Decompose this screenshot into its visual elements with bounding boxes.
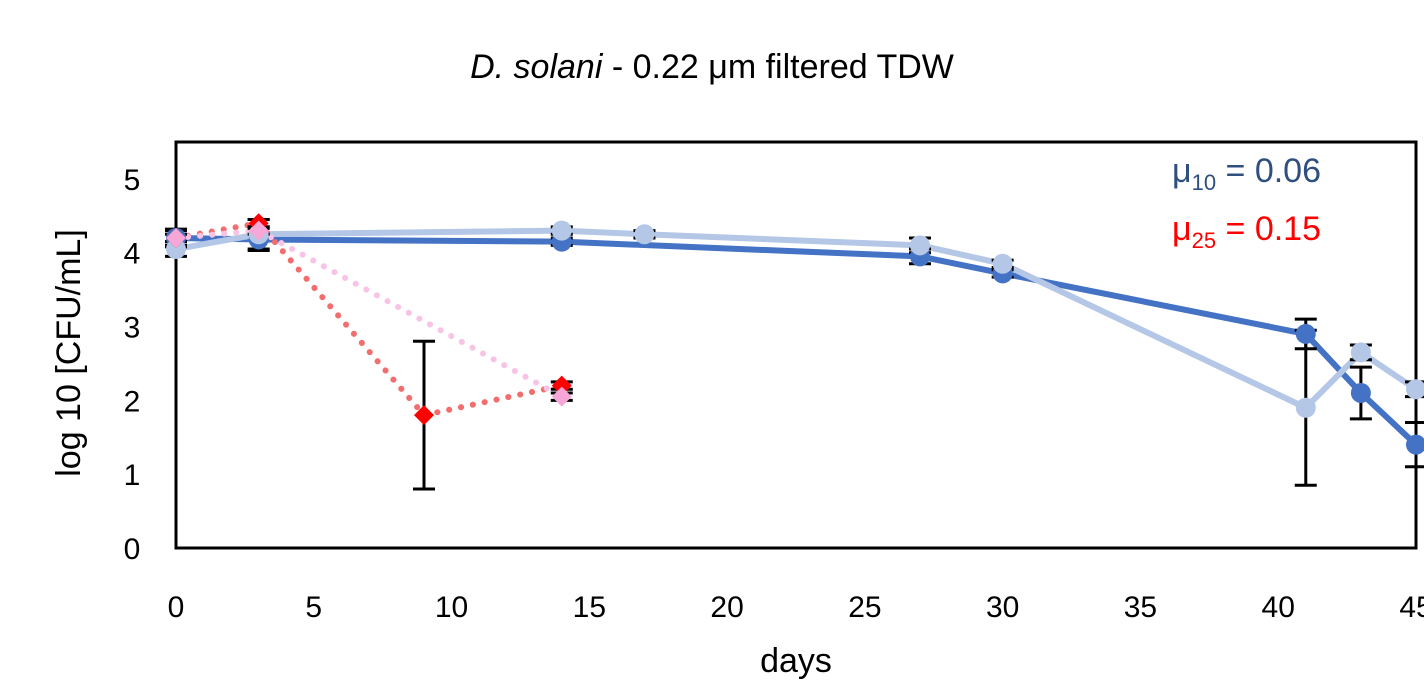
data-point-s10a-6 xyxy=(1350,382,1371,403)
x-tick-label-10: 10 xyxy=(435,591,468,624)
data-point-s25b-0 xyxy=(166,227,186,248)
x-tick-label-30: 30 xyxy=(986,591,1019,624)
annotation-mu25-sub: 25 xyxy=(1192,228,1216,253)
data-point-s10b-7 xyxy=(1350,342,1371,363)
chart-title-rest: - 0.22 μm filtered TDW xyxy=(602,48,954,86)
data-point-s10b-5 xyxy=(992,253,1013,274)
annotation-mu10-sub: 10 xyxy=(1192,170,1216,195)
x-tick-label-5: 5 xyxy=(305,591,322,624)
y-axis-label: log 10 [CFU/mL] xyxy=(50,229,88,477)
annotation-mu25-value: = 0.15 xyxy=(1216,210,1321,248)
x-tick-label-25: 25 xyxy=(848,591,881,624)
data-point-s10a-5 xyxy=(1295,323,1316,344)
y-tick-label-0: 0 xyxy=(124,533,141,566)
x-axis-label: days xyxy=(760,642,832,680)
x-tick-label-15: 15 xyxy=(573,591,606,624)
data-point-s10b-3 xyxy=(634,224,655,245)
data-point-s10b-0 xyxy=(166,239,186,260)
x-tick-label-20: 20 xyxy=(710,591,743,624)
y-tick-label-5: 5 xyxy=(124,164,141,197)
y-axis-ticks: 0 1 2 3 4 5 xyxy=(124,164,141,566)
data-point-s10a-7 xyxy=(1406,434,1424,455)
data-point-s25a-2 xyxy=(414,405,434,426)
data-point-s10b-2 xyxy=(551,220,572,241)
data-point-s25b-2 xyxy=(551,386,572,407)
series-line-s10a xyxy=(173,234,1419,448)
annotation-mu25-symbol: μ xyxy=(1172,210,1192,248)
data-point-s10b-4 xyxy=(910,235,930,256)
data-point-s10b-8 xyxy=(1406,379,1424,400)
x-tick-label-40: 40 xyxy=(1262,591,1295,624)
x-tick-label-35: 35 xyxy=(1124,591,1157,624)
x-tick-label-0: 0 xyxy=(168,591,185,624)
annotation-mu10-symbol: μ xyxy=(1172,152,1192,190)
x-axis-ticks: 0 5 10 15 20 25 30 35 40 45 xyxy=(168,591,1424,624)
y-tick-label-4: 4 xyxy=(124,238,141,271)
annotation-mu10: μ10 = 0.06 xyxy=(1172,152,1321,195)
error-bars xyxy=(165,218,1424,491)
data-point-s25a-3 xyxy=(551,375,572,396)
series-line-s25a xyxy=(173,220,565,419)
markers xyxy=(166,213,1424,455)
series-line-s25b xyxy=(173,227,565,400)
plot-area xyxy=(174,140,1418,550)
y-tick-label-2: 2 xyxy=(124,385,141,418)
chart-title-italic: D. solani xyxy=(470,48,604,86)
data-point-s10b-6 xyxy=(1295,397,1316,418)
annotation-mu10-value: = 0.06 xyxy=(1216,152,1321,190)
data-point-s25b-1 xyxy=(248,220,269,241)
series-layer xyxy=(173,220,1419,448)
y-tick-label-1: 1 xyxy=(124,459,141,492)
x-tick-label-45: 45 xyxy=(1399,591,1424,624)
chart-title: D. solani - 0.22 μm filtered TDW xyxy=(470,48,954,86)
y-tick-label-3: 3 xyxy=(124,312,141,345)
annotation-mu25: μ25 = 0.15 xyxy=(1172,210,1321,253)
